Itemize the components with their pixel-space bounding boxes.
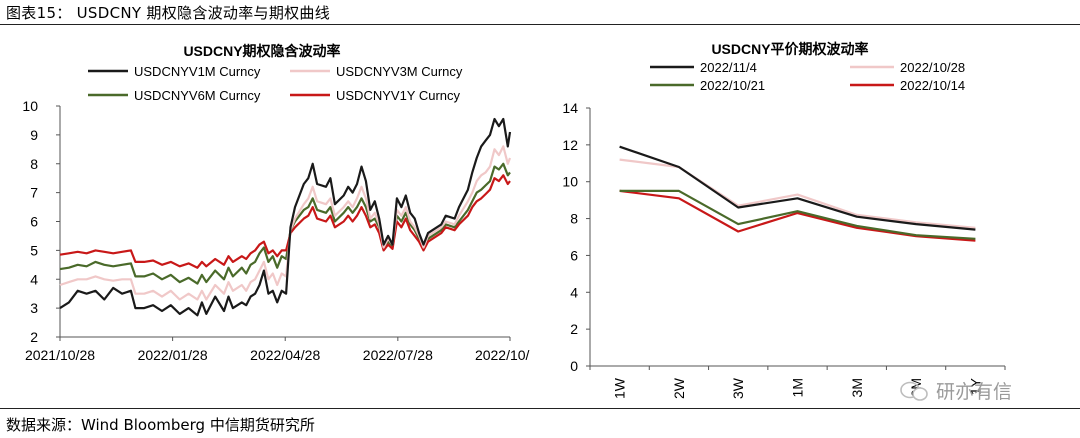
chart1-y-tick-label: 4 bbox=[30, 271, 38, 287]
chart2-x-tick-label: 1W bbox=[612, 377, 628, 399]
chart1-y-tick-label: 7 bbox=[30, 185, 38, 201]
chart1-y-tick-label: 5 bbox=[30, 242, 38, 258]
chart1-x-tick-label: 2022/07/28 bbox=[363, 347, 433, 363]
chart1-y-tick-label: 10 bbox=[22, 98, 38, 114]
chart2-y-tick-label: 6 bbox=[570, 247, 578, 263]
chart2-y-tick-label: 0 bbox=[570, 358, 578, 374]
wechat-icon bbox=[900, 381, 928, 401]
chart2-y-tick-label: 8 bbox=[570, 211, 578, 227]
watermark-text: 研亦有信 bbox=[936, 381, 1012, 403]
chart1-series-line bbox=[59, 145, 512, 301]
chart1-legend-label: USDCNYV6M Curncy bbox=[134, 88, 261, 103]
chart2-legend: 2022/11/4 2022/10/28 2022/10/21 2022/10/14 bbox=[650, 60, 965, 93]
source-note: 数据来源：Wind Bloomberg 中信期货研究所 bbox=[6, 416, 315, 434]
chart1-title: USDCNY期权隐含波动率 bbox=[183, 43, 340, 59]
implied-vol-chart: USDCNY期权隐含波动率 USDCNYV1M Curncy USDCNYV3M … bbox=[22, 43, 530, 363]
bottom-rule bbox=[0, 408, 1080, 409]
chart2-legend-label: 2022/10/21 bbox=[700, 78, 765, 93]
watermark: 研亦有信 bbox=[900, 378, 1080, 404]
chart2-y-tick-label: 10 bbox=[562, 174, 578, 190]
chart1-y-tick-label: 3 bbox=[30, 300, 38, 316]
chart1-y-tick-label: 6 bbox=[30, 214, 38, 230]
chart2-series bbox=[619, 145, 976, 242]
chart1-series-line bbox=[59, 117, 512, 317]
chart1-y-tick-label: 8 bbox=[30, 156, 38, 172]
chart2-series-line bbox=[619, 158, 976, 229]
chart2-x-tick-label: 1M bbox=[790, 378, 806, 397]
chart2-x-tick-label: 3W bbox=[730, 377, 746, 399]
chart2-y-tick-label: 12 bbox=[562, 137, 578, 153]
chart1-x-tick-label: 2022/04/28 bbox=[250, 347, 320, 363]
chart2-y-tick-label: 4 bbox=[570, 284, 578, 300]
chart2-y-tick-label: 14 bbox=[562, 100, 578, 116]
chart2-x-tick-label: 3M bbox=[849, 378, 865, 397]
chart1-legend-label: USDCNYV3M Curncy bbox=[336, 64, 463, 79]
chart2-series-line bbox=[619, 145, 976, 231]
chart1-series-line bbox=[59, 162, 511, 285]
chart2-legend-label: 2022/11/4 bbox=[700, 60, 757, 75]
chart1-legend-label: USDCNYV1M Curncy bbox=[134, 64, 261, 79]
chart1-legend: USDCNYV1M Curncy USDCNYV3M Curncy USDCNYV6… bbox=[88, 64, 463, 103]
chart2-legend-label: 2022/10/28 bbox=[900, 60, 965, 75]
chart2-y-tick-label: 2 bbox=[570, 321, 578, 337]
chart2-x-tick-label: 1Y bbox=[967, 377, 983, 395]
chart1-x-tick-label: 2022/10/28 bbox=[475, 347, 530, 363]
chart1-series bbox=[59, 117, 512, 317]
chart1-x-tick-label: 2021/10/28 bbox=[25, 347, 95, 363]
chart1-y-tick-label: 2 bbox=[30, 329, 38, 345]
chart1-series-line bbox=[59, 174, 511, 269]
atm-vol-chart: USDCNY平价期权波动率 2022/11/4 2022/10/28 2022/10… bbox=[562, 41, 1006, 399]
chart2-x-tick-label: 2W bbox=[671, 377, 687, 399]
chart2-series-line bbox=[619, 189, 976, 240]
chart1-axes: 2 3 4 5 6 7 8 9 10 2021/10/28 2022/01/28 2022/04/28… bbox=[22, 98, 530, 363]
chart2-legend-label: 2022/10/14 bbox=[900, 78, 965, 93]
chart1-x-tick-label: 2022/01/28 bbox=[138, 347, 208, 363]
chart2-title: USDCNY平价期权波动率 bbox=[711, 41, 868, 57]
chart1-legend-label: USDCNYV1Y Curncy bbox=[336, 88, 461, 103]
top-rule bbox=[0, 24, 1080, 25]
chart1-y-tick-label: 9 bbox=[30, 127, 38, 143]
figure-title: 图表15： USDCNY 期权隐含波动率与期权曲线 bbox=[6, 4, 331, 22]
